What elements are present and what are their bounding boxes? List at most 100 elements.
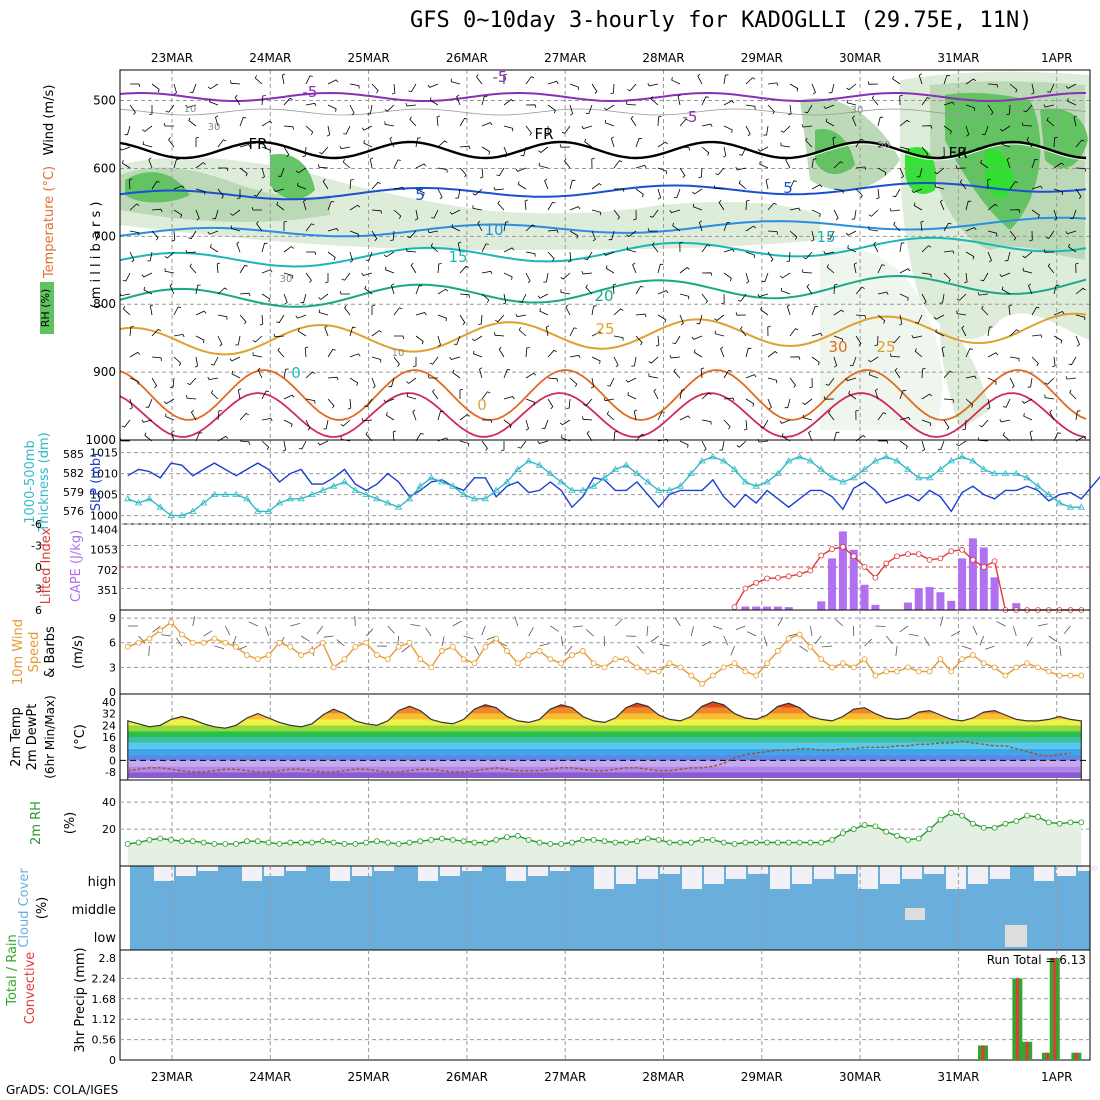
wind-barb <box>261 269 273 274</box>
wind-barb <box>653 388 659 400</box>
surface-wind-barb <box>650 635 659 643</box>
wind-barb <box>943 75 950 85</box>
wind-barb <box>679 293 690 300</box>
thickness-line-point <box>665 486 674 493</box>
wind-barb <box>745 77 756 85</box>
wind-barb <box>437 140 448 148</box>
contour-label: 50 <box>878 140 891 151</box>
thickness-line-point <box>178 511 186 518</box>
rh-line-point <box>417 838 424 845</box>
wind-barb <box>261 417 273 422</box>
wind-speed-line-point <box>525 652 532 658</box>
wind-barb <box>305 75 313 85</box>
wind-barb <box>188 117 197 127</box>
cape-bar <box>958 558 967 610</box>
wind-barb <box>714 330 725 337</box>
wind-barb <box>239 167 248 177</box>
wind-barb <box>559 144 571 148</box>
wind-barb <box>714 314 725 322</box>
thickness-line-point <box>871 457 880 464</box>
wind-barb <box>789 328 799 337</box>
wind-barb <box>559 419 571 426</box>
wind-barb <box>298 440 307 450</box>
surface-wind-barb <box>875 625 886 627</box>
thickness-line-point <box>459 490 468 497</box>
wind-speed-line-point <box>991 664 998 671</box>
wind-barb <box>867 81 879 85</box>
wind-barb <box>481 146 491 155</box>
wind-barb <box>349 251 353 263</box>
thickness-line-point <box>254 507 262 514</box>
wind-barb <box>965 125 970 137</box>
date-label-bottom: 26MAR <box>446 1070 488 1084</box>
wind-barb <box>173 356 182 366</box>
contour-label: 0 <box>291 364 301 382</box>
cloud-gap <box>968 866 988 884</box>
rh-line-point <box>374 838 380 845</box>
surface-wind-barb <box>747 631 757 637</box>
wind-barb <box>823 251 835 255</box>
wind-barb <box>405 102 417 107</box>
wind-barb <box>631 356 637 367</box>
wind-barb <box>648 373 659 379</box>
wind-barb <box>479 367 483 379</box>
thickness-line-point <box>568 486 576 493</box>
thickness-line-point <box>503 478 511 485</box>
wind-barb <box>145 398 153 408</box>
wind-barb <box>171 230 176 242</box>
wind-barb <box>701 293 709 304</box>
wind-barb <box>679 241 683 253</box>
wind-barb <box>437 410 444 421</box>
pressure-tick: 1000 <box>85 433 116 447</box>
wind-barb <box>1031 306 1040 316</box>
wind-barb <box>371 230 378 242</box>
wind-barb <box>230 225 241 232</box>
wind-barb <box>349 179 354 190</box>
wind-barb <box>1075 335 1080 347</box>
lifted-index-line-point <box>785 573 792 580</box>
wind-speed-line-point <box>428 664 435 671</box>
surface-wind-barb <box>615 618 623 627</box>
wind-barb <box>173 306 182 316</box>
wind-barb <box>217 188 224 199</box>
wind-speed-line-point <box>655 668 662 675</box>
surface-wind-barb <box>636 645 644 654</box>
axis-label-cloud-unit: (%) <box>35 897 50 920</box>
wind-barb <box>626 230 637 238</box>
wind-barb <box>941 346 945 358</box>
date-label-bottom: 1APR <box>1041 1070 1072 1084</box>
wind-barb <box>918 73 923 85</box>
cloud-gap <box>176 866 196 876</box>
wind-barb <box>1006 157 1011 169</box>
wind-barb <box>210 390 219 400</box>
wind-barb <box>809 377 813 389</box>
wind-speed-line-point <box>276 639 283 646</box>
thickness-line-point <box>297 495 305 502</box>
temp-band <box>127 760 1082 767</box>
wind-barb <box>277 167 285 177</box>
wind-barb <box>229 356 241 362</box>
cape-bar <box>903 602 912 610</box>
wind-barb <box>789 230 798 240</box>
surface-wind-barb <box>410 624 421 627</box>
wind-barb <box>679 118 689 127</box>
freezing-line-inner <box>119 143 1087 161</box>
cloud-level-label: middle <box>72 903 116 918</box>
rh-line-point <box>905 836 911 843</box>
wind-barb <box>632 262 637 274</box>
wind-barb <box>987 352 999 358</box>
wind-barb <box>890 353 901 358</box>
wind-barb <box>479 167 484 179</box>
axis-label-rh: RH (%) <box>39 289 52 327</box>
wind-barb <box>647 83 659 87</box>
wind-speed-line-point <box>254 656 261 663</box>
thickness-tick: 576 <box>63 505 84 518</box>
wind-barb <box>767 325 771 337</box>
surface-wind-barb <box>550 625 559 632</box>
rh-line-point <box>861 822 868 828</box>
wind-barb <box>525 347 530 358</box>
wind-barb <box>481 440 488 451</box>
wind-barb <box>283 146 290 158</box>
contour-label: 30 <box>208 122 221 133</box>
pressure-tick: 900 <box>93 365 116 379</box>
